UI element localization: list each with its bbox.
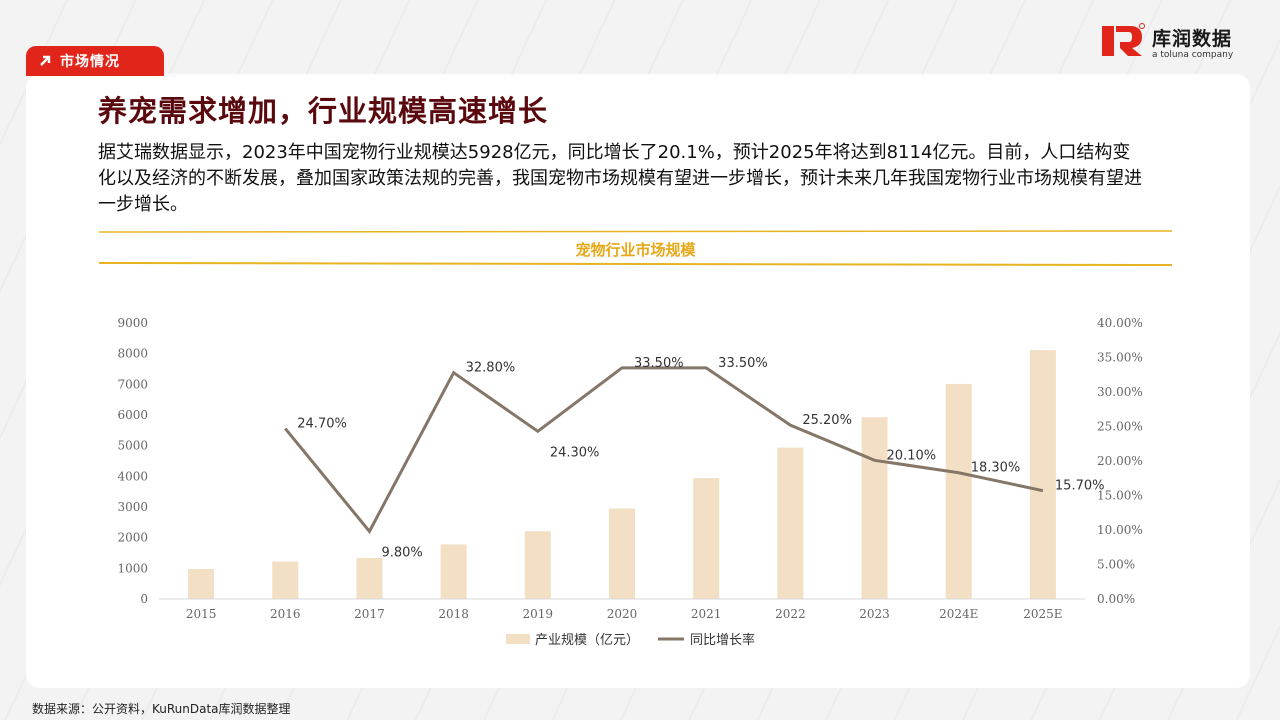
y-left-tick-label: 4000 (117, 469, 148, 483)
page-title: 养宠需求增加，行业规模高速增长 (98, 94, 549, 128)
legend-bar-swatch (506, 634, 530, 644)
growth-rate-data-label: 24.70% (297, 417, 347, 432)
growth-rate-data-label: 33.50% (718, 356, 768, 371)
y-right-tick-label: 10.00% (1097, 523, 1143, 537)
chart-title: 宠物行业市场规模 (575, 241, 696, 259)
y-left-tick-label: 6000 (117, 408, 148, 422)
growth-rate-data-label: 9.80% (381, 545, 422, 560)
x-tick-label: 2023 (859, 607, 890, 621)
y-left-tick-label: 5000 (117, 439, 148, 453)
bar (524, 531, 551, 599)
growth-rate-data-label: 18.30% (971, 461, 1021, 476)
y-right-tick-label: 25.00% (1097, 420, 1143, 434)
y-left-tick-label: 3000 (117, 500, 148, 514)
x-tick-label: 2025E (1023, 607, 1062, 621)
legend-bar-label: 产业规模（亿元） (535, 633, 639, 648)
bar (440, 544, 467, 599)
y-left-tick-label: 9000 (117, 316, 148, 330)
growth-rate-data-label: 33.50% (634, 356, 684, 371)
y-left-tick-label: 7000 (117, 377, 148, 391)
logo-subtitle: a toluna company (1152, 50, 1234, 60)
bar (861, 417, 888, 599)
bar (777, 447, 804, 599)
growth-rate-data-label: 32.80% (466, 361, 516, 376)
x-tick-label: 2019 (523, 607, 554, 621)
x-tick-label: 2020 (607, 607, 638, 621)
data-source: 数据来源：公开资料，KuRunData库润数据整理 (32, 702, 291, 716)
section-tag-label: 市场情况 (60, 54, 120, 70)
y-right-tick-label: 40.00% (1097, 316, 1143, 330)
x-tick-label: 2021 (691, 607, 722, 621)
growth-rate-data-label: 20.10% (887, 448, 937, 463)
growth-rate-line (284, 366, 1044, 535)
x-tick-label: 2017 (354, 607, 385, 621)
bar (272, 561, 299, 599)
arrow-up-right-icon (40, 55, 51, 66)
bar (356, 557, 383, 599)
x-tick-label: 2015 (186, 607, 217, 621)
y-left-tick-label: 8000 (117, 347, 148, 361)
y-right-tick-label: 30.00% (1097, 385, 1143, 399)
section-tag: 市场情况 (26, 46, 164, 76)
x-tick-label: 2022 (775, 607, 806, 621)
y-right-tick-label: 15.00% (1097, 489, 1143, 503)
brand-logo: 库润数据 a toluna company (1100, 22, 1250, 64)
kurun-logo-icon (1102, 23, 1145, 56)
chart-header-lines (99, 230, 1172, 266)
y-left-tick-label: 1000 (117, 561, 148, 575)
growth-rate-data-label: 25.20% (802, 413, 852, 428)
y-right-tick-label: 35.00% (1097, 351, 1143, 365)
y-left-tick-label: 2000 (117, 531, 148, 545)
x-tick-label: 2016 (270, 607, 301, 621)
chart-header: 宠物行业市场规模 (99, 230, 1172, 267)
bar (1029, 350, 1056, 599)
page-description: 据艾瑞数据显示，2023年中国宠物行业规模达5928亿元，同比增长了20.1%，… (98, 142, 1142, 215)
y-right-tick-label: 5.00% (1097, 558, 1135, 572)
bar (609, 508, 635, 599)
legend-line-label: 同比增长率 (690, 632, 755, 648)
growth-rate-data-label: 24.30% (550, 445, 600, 460)
bar (693, 478, 720, 599)
y-right-tick-label: 0.00% (1097, 592, 1135, 606)
x-tick-label: 2018 (438, 607, 469, 621)
logo-name: 库润数据 (1152, 28, 1233, 50)
growth-rate-data-label: 15.70% (1055, 479, 1105, 494)
y-left-tick-label: 0 (140, 592, 148, 606)
x-tick-label: 2024E (939, 607, 978, 621)
bar (188, 569, 215, 599)
bar (945, 383, 972, 599)
y-right-tick-label: 20.00% (1097, 454, 1143, 468)
